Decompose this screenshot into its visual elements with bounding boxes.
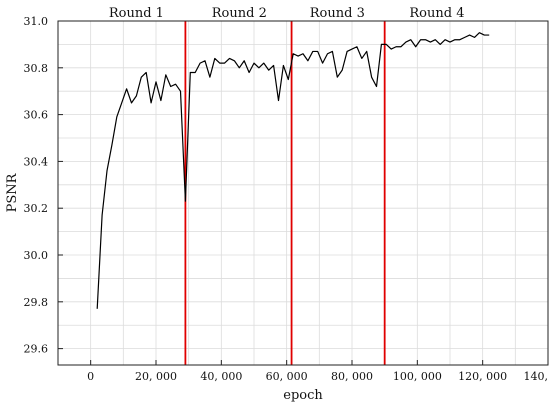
y-tick-label: 31.0	[24, 15, 49, 28]
x-tick-label: 40, 000	[200, 370, 242, 383]
round-label: Round 4	[409, 6, 464, 21]
x-tick-label: 20, 000	[135, 370, 177, 383]
y-tick-label: 29.6	[24, 343, 49, 356]
round-dividers	[184, 21, 386, 365]
x-tick-label: 100, 000	[393, 370, 442, 383]
x-tick-label: 140, 000	[524, 370, 550, 383]
plot-frame	[57, 20, 549, 366]
y-tick-label: 30.6	[24, 109, 49, 122]
x-tick-label: 120, 000	[458, 370, 507, 383]
y-tick-label: 30.0	[24, 249, 49, 262]
y-axis-label: PSNR	[5, 172, 20, 212]
x-axis-label: epoch	[283, 388, 323, 403]
round-label: Round 3	[310, 6, 365, 21]
series	[96, 32, 490, 309]
x-tick-label: 60, 000	[266, 370, 308, 383]
y-tick-label: 30.2	[24, 202, 49, 215]
y-ticks: 29.6 29.8 30.0 30.2 30.4 30.6 30.8 31.0	[24, 15, 63, 356]
round-labels: Round 1 Round 2 Round 3 Round 4	[109, 6, 465, 21]
round-label: Round 1	[109, 6, 164, 21]
y-tick-label: 29.8	[24, 296, 49, 309]
x-ticks: 0 20, 000 40, 000 60, 000 80, 000 100, 000 120…	[87, 360, 550, 383]
psnr-line	[96, 32, 490, 309]
grid	[57, 20, 549, 365]
round-label: Round 2	[212, 6, 267, 21]
y-tick-label: 30.8	[24, 62, 49, 75]
y-tick-label: 30.4	[24, 155, 49, 168]
x-tick-label: 80, 000	[331, 370, 373, 383]
x-tick-label: 0	[87, 370, 94, 383]
